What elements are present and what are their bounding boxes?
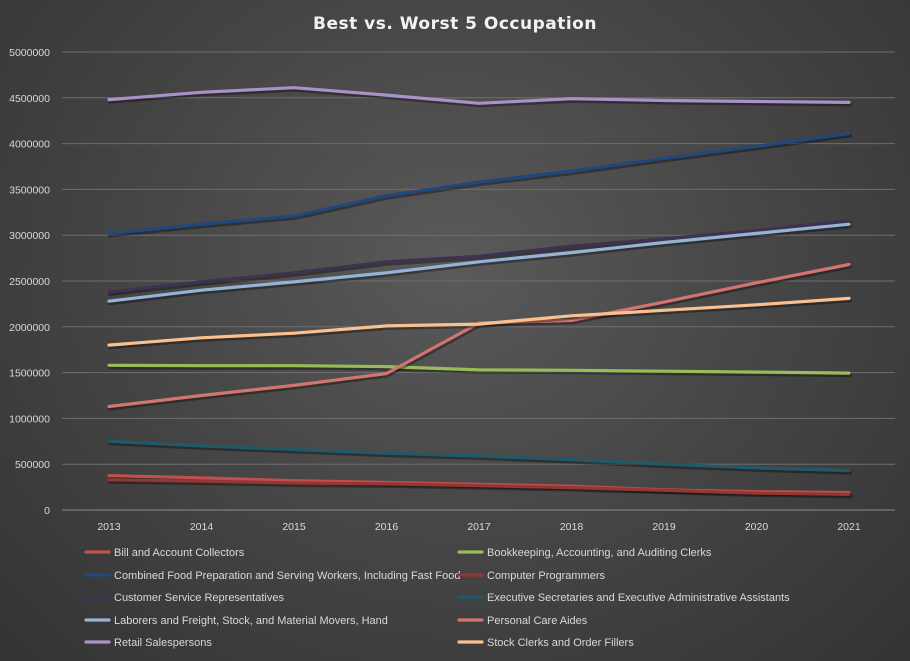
y-tick-label: 4000000 [9,139,50,151]
x-tick-label: 2015 [282,521,306,533]
y-tick-label: 500000 [15,459,50,471]
y-tick-label: 1500000 [9,368,50,380]
y-tick-label: 2500000 [9,276,50,288]
series-line-shadow [108,441,852,475]
legend-label: Combined Food Preparation and Serving Wo… [114,570,460,582]
series-lines [107,86,852,499]
x-tick-label: 2018 [560,521,584,533]
x-axis-tick-labels: 2013 2014 2015 2016 2017 2018 2019 2020 2021 [97,521,861,533]
series-line-6 [107,222,851,303]
y-tick-label: 5000000 [9,47,50,59]
x-tick-label: 2013 [97,521,121,533]
series-line-shadow [108,87,852,108]
x-tick-label: 2019 [652,521,676,533]
series-line-4 [107,218,851,294]
legend-label: Bill and Account Collectors [114,547,245,559]
series-line-5 [107,439,851,473]
y-tick-label: 1000000 [9,413,50,425]
y-tick-label: 3000000 [9,230,50,242]
legend-label: Stock Clerks and Order Fillers [487,637,634,649]
series-line-9 [107,296,851,347]
series-line-2 [107,131,851,235]
series-line-shadow [108,365,852,378]
x-tick-label: 2014 [190,521,214,533]
series-line-shadow [108,133,852,238]
y-tick-label: 4500000 [9,93,50,105]
legend-label: Personal Care Aides [487,615,588,627]
legend-label: Retail Salespersons [114,637,212,649]
legend-label: Computer Programmers [487,570,605,582]
series-line-shadow [108,479,852,499]
legend-label: Customer Service Representatives [114,592,284,604]
legend: Bill and Account Collectors Bookkeeping, … [84,547,790,649]
y-tick-label: 2000000 [9,322,50,334]
legend-label: Laborers and Freight, Stock, and Materia… [114,615,388,627]
series-line-shadow [108,298,852,350]
legend-label: Executive Secretaries and Executive Admi… [487,592,790,604]
y-axis-tick-labels: 0 500000 1000000 1500000 2000000 2500000 30000… [9,47,50,517]
x-tick-label: 2020 [745,521,769,533]
series-line-1 [107,363,851,375]
series-line-3 [107,478,851,496]
chart-title: Best vs. Worst 5 Occupation [313,14,597,34]
series-line-shadow [108,224,852,306]
y-tick-label: 3500000 [9,184,50,196]
x-tick-label: 2021 [837,521,861,533]
legend-label: Bookkeeping, Accounting, and Auditing Cl… [487,547,712,559]
x-tick-label: 2017 [467,521,491,533]
x-tick-label: 2016 [375,521,399,533]
y-tick-label: 0 [44,505,50,517]
series-line-8 [107,86,851,105]
